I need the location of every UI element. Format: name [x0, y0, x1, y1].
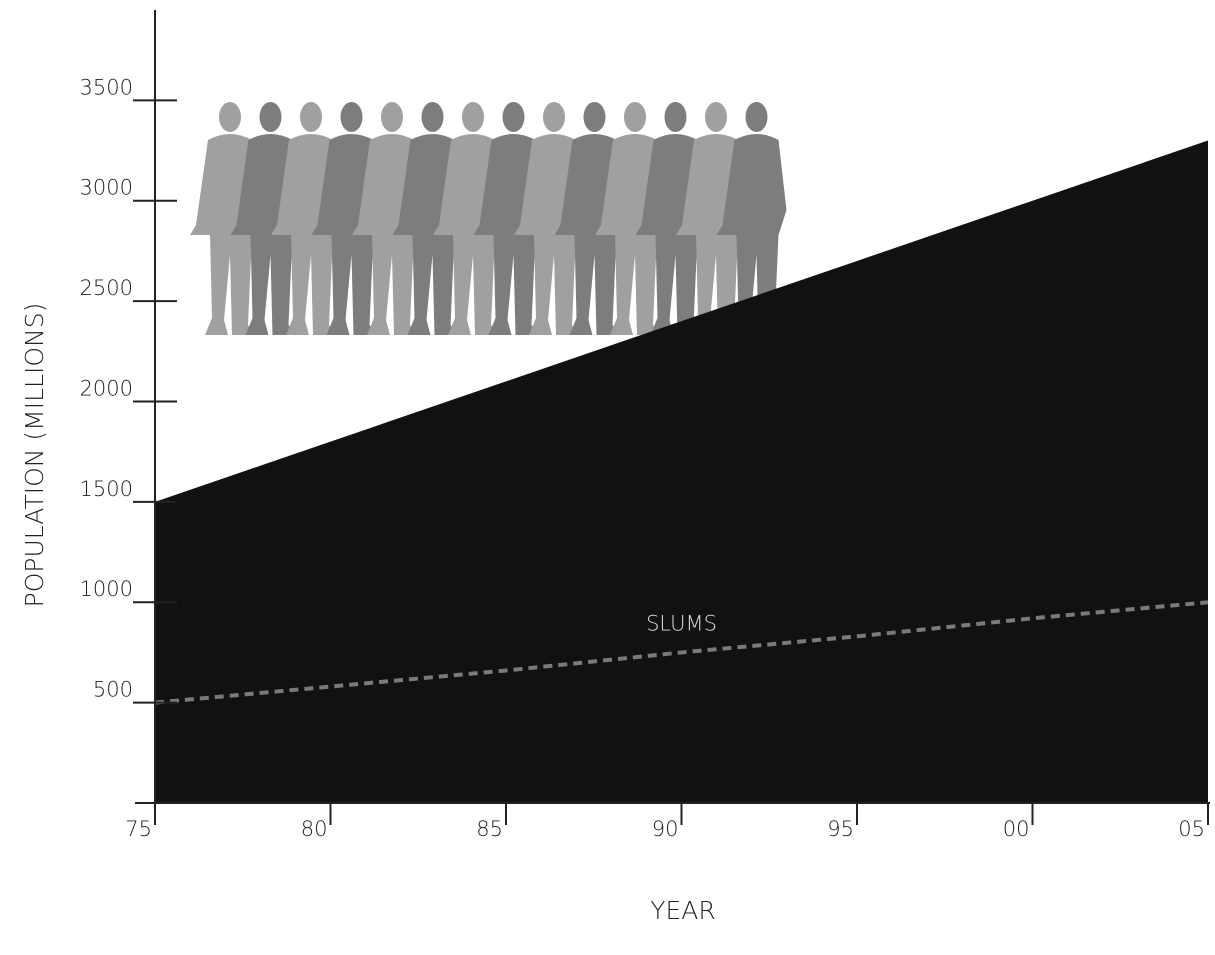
x-tick-label: 85 — [476, 817, 503, 841]
head — [664, 102, 687, 132]
head — [745, 102, 768, 132]
head — [381, 102, 403, 132]
x-tick-label: 90 — [652, 817, 679, 841]
y-tick-label: 3000 — [80, 176, 133, 200]
body — [716, 134, 787, 335]
head — [502, 102, 525, 132]
slums-line — [154, 600, 1209, 705]
y-tick-label: 1000 — [80, 577, 133, 601]
y-tick-label: 2000 — [80, 376, 133, 400]
x-tick-label: 05 — [1178, 817, 1205, 841]
people-illustration — [190, 102, 787, 335]
head — [421, 102, 444, 132]
head — [543, 102, 565, 132]
person-silhouette — [716, 102, 787, 335]
head — [624, 102, 646, 132]
head — [705, 102, 727, 132]
x-tick-label: 00 — [1003, 817, 1030, 841]
x-tick-label: 80 — [301, 817, 328, 841]
y-axis-title: POPULATION (MILLIONS) — [20, 303, 49, 608]
x-axis-title: YEAR — [650, 896, 716, 925]
head — [462, 102, 484, 132]
head — [340, 102, 363, 132]
head — [259, 102, 282, 132]
series-label: SLUMS — [646, 611, 717, 635]
head — [219, 102, 241, 132]
head — [583, 102, 606, 132]
x-tick-label: 95 — [827, 817, 854, 841]
y-tick-label: 1500 — [80, 477, 133, 501]
head — [300, 102, 322, 132]
x-tick-label: 75 — [125, 817, 152, 841]
y-tick-label: 3500 — [80, 75, 133, 99]
y-tick-label: 2500 — [80, 276, 133, 300]
y-tick-label: 500 — [93, 678, 133, 702]
area — [155, 140, 1208, 804]
